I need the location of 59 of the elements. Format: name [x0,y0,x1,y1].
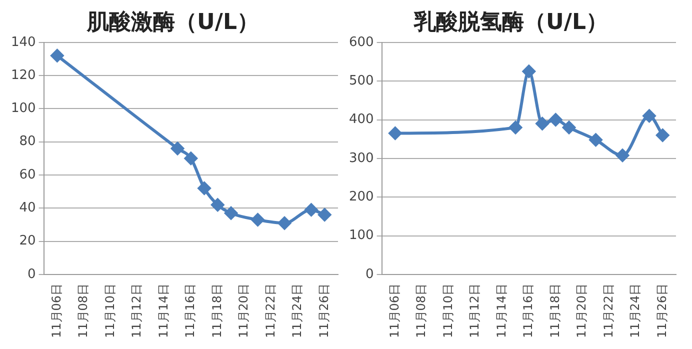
point [304,203,318,216]
x-tick-label: 11月18日 [210,283,224,338]
chart-title: 肌酸激酶（U/L） [86,10,259,35]
point [184,152,198,165]
chart-title: 乳酸脱氢酶（U/L） [413,10,608,35]
x-tick-label: 11月22日 [263,283,278,338]
point [549,113,562,126]
y-tick-label: 400 [348,112,374,128]
x-tick-label: 11月06日 [49,283,64,338]
point [278,216,292,230]
x-tick-label: 11月16日 [521,283,536,338]
point [656,128,670,142]
x-tick-label: 11月26日 [316,283,331,338]
y-tick-label: 100 [10,101,36,116]
x-tick-label: 11月12日 [130,283,144,338]
x-tick-label: 11月10日 [440,283,455,338]
x-tick-label: 11月24日 [290,283,304,338]
point [522,64,536,78]
x-tick-label: 11月14日 [494,283,508,338]
point [642,109,656,122]
x-tick-label: 11月08日 [414,283,428,338]
point [318,208,332,222]
y-tick-label: 140 [10,34,36,50]
point [251,213,264,226]
point [616,148,630,162]
y-tick-label: 100 [348,228,374,244]
point [50,49,64,62]
point [171,142,184,155]
x-tick-label: 11月20日 [574,283,589,338]
x-tick-label: 11月22日 [601,283,616,338]
y-tick-label: 500 [348,73,374,88]
x-tick-label: 11月14日 [156,283,170,338]
y-tick-label: 60 [19,167,36,182]
y-tick-label: 20 [19,234,36,249]
point [388,126,402,140]
y-tick-label: 300 [348,150,374,166]
y-tick-label: 120 [10,68,36,83]
x-tick-label: 11月20日 [236,283,251,338]
x-tick-label: 11月24日 [628,283,642,338]
x-tick-label: 11月26日 [654,283,669,338]
point [536,117,549,130]
y-tick-label: 40 [19,200,36,216]
y-tick-label: 600 [348,34,374,50]
point [211,198,224,212]
y-tick-label: 200 [348,189,374,204]
x-tick-label: 11月16日 [183,283,198,338]
y-tick-label: 80 [19,134,36,150]
point [509,120,522,134]
point [224,206,238,220]
y-tick-label: 0 [28,266,36,282]
x-tick-label: 11月12日 [468,283,482,338]
y-tick-label: 0 [366,266,374,282]
point [562,120,576,134]
x-tick-label: 11月08日 [76,283,90,338]
point [589,133,602,146]
point [198,182,211,195]
x-tick-label: 11月10日 [102,283,117,338]
x-tick-label: 11月18日 [548,283,562,338]
x-tick-label: 11月06日 [387,283,402,338]
